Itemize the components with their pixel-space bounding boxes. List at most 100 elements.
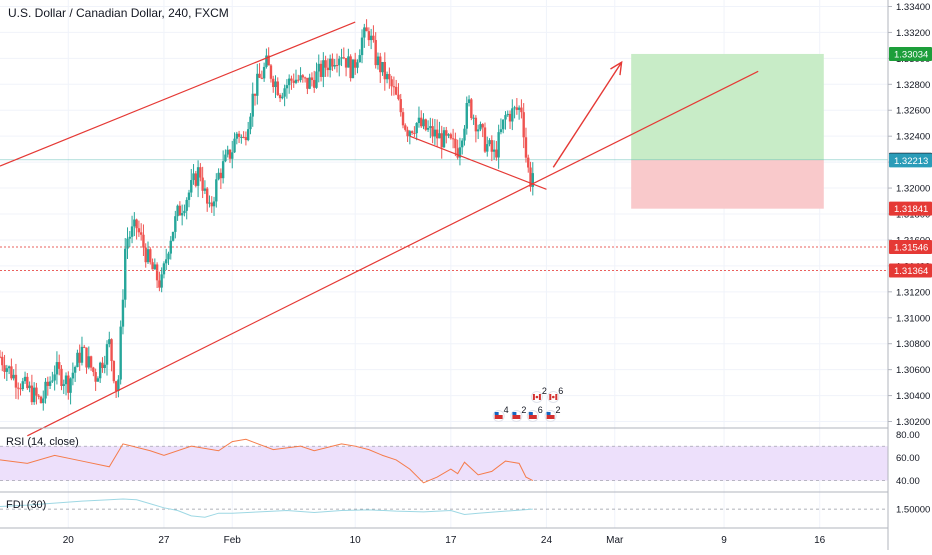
- candle[interactable]: [376, 56, 380, 66]
- price-label[interactable]: [889, 239, 932, 254]
- candle[interactable]: [276, 81, 279, 95]
- candle[interactable]: [333, 65, 336, 67]
- candle[interactable]: [253, 93, 257, 96]
- candle[interactable]: [105, 344, 109, 365]
- candle[interactable]: [133, 219, 136, 227]
- candle[interactable]: [231, 152, 234, 159]
- candle[interactable]: [126, 238, 129, 249]
- candle[interactable]: [445, 130, 448, 136]
- candle[interactable]: [326, 67, 330, 71]
- candle[interactable]: [62, 384, 65, 386]
- candle[interactable]: [142, 234, 145, 248]
- candle[interactable]: [527, 157, 530, 168]
- candle[interactable]: [187, 192, 191, 200]
- candle[interactable]: [415, 122, 418, 134]
- candle[interactable]: [149, 249, 152, 263]
- candle[interactable]: [306, 77, 309, 89]
- candle[interactable]: [495, 149, 498, 158]
- candle[interactable]: [392, 86, 396, 88]
- candle[interactable]: [313, 80, 316, 88]
- candle[interactable]: [155, 264, 159, 281]
- candle[interactable]: [504, 115, 507, 120]
- candle[interactable]: [190, 180, 193, 193]
- candle[interactable]: [522, 112, 525, 138]
- fdi-line[interactable]: [0, 498, 533, 518]
- candle[interactable]: [356, 62, 359, 68]
- candle[interactable]: [192, 173, 195, 181]
- candle[interactable]: [410, 131, 414, 134]
- candle[interactable]: [506, 113, 509, 116]
- candle[interactable]: [23, 376, 27, 382]
- candle[interactable]: [420, 117, 423, 127]
- candle[interactable]: [226, 149, 229, 155]
- candle[interactable]: [158, 280, 161, 288]
- candle[interactable]: [160, 274, 163, 288]
- candle[interactable]: [358, 55, 361, 63]
- candle[interactable]: [281, 96, 284, 99]
- candle[interactable]: [465, 102, 468, 129]
- candle[interactable]: [369, 35, 373, 41]
- candle[interactable]: [10, 366, 13, 379]
- candle[interactable]: [379, 56, 382, 73]
- candle[interactable]: [349, 56, 352, 79]
- candle[interactable]: [417, 117, 421, 123]
- candle[interactable]: [137, 228, 141, 233]
- candle[interactable]: [490, 140, 494, 152]
- candle[interactable]: [121, 299, 125, 327]
- candle[interactable]: [206, 188, 209, 204]
- candle[interactable]: [267, 55, 270, 66]
- candle[interactable]: [451, 138, 455, 140]
- candle[interactable]: [488, 140, 491, 145]
- candle[interactable]: [117, 379, 120, 391]
- candle[interactable]: [447, 134, 450, 136]
- candle[interactable]: [67, 375, 70, 393]
- candle[interactable]: [1, 356, 4, 366]
- candle[interactable]: [169, 240, 172, 254]
- candle[interactable]: [217, 172, 220, 180]
- candle[interactable]: [124, 248, 127, 300]
- candle[interactable]: [48, 381, 52, 386]
- channel-lower-line[interactable]: [27, 70, 759, 437]
- candle[interactable]: [130, 226, 134, 237]
- candle[interactable]: [481, 124, 484, 128]
- candle[interactable]: [249, 116, 252, 130]
- candle[interactable]: [51, 380, 54, 382]
- candle[interactable]: [17, 387, 20, 389]
- candle[interactable]: [194, 173, 198, 186]
- candle[interactable]: [201, 177, 204, 191]
- candle[interactable]: [278, 94, 282, 99]
- candle[interactable]: [26, 376, 29, 389]
- candle[interactable]: [114, 381, 118, 391]
- candle[interactable]: [347, 56, 350, 68]
- candle[interactable]: [399, 99, 402, 113]
- candle[interactable]: [524, 137, 528, 158]
- candle[interactable]: [331, 58, 334, 67]
- candle[interactable]: [85, 347, 88, 368]
- candle[interactable]: [119, 326, 122, 380]
- candle[interactable]: [449, 134, 453, 139]
- candle[interactable]: [180, 213, 184, 216]
- candle[interactable]: [215, 179, 218, 202]
- candle[interactable]: [39, 396, 43, 404]
- candle[interactable]: [128, 236, 131, 239]
- candle[interactable]: [394, 86, 398, 95]
- candle[interactable]: [283, 88, 286, 97]
- candle[interactable]: [262, 66, 266, 79]
- candle[interactable]: [0, 356, 2, 358]
- candle[interactable]: [274, 81, 277, 88]
- candle[interactable]: [294, 79, 298, 83]
- candle[interactable]: [183, 210, 186, 214]
- candle[interactable]: [101, 362, 104, 369]
- candle[interactable]: [431, 126, 434, 137]
- support-line[interactable]: [409, 135, 547, 190]
- candle[interactable]: [515, 107, 519, 110]
- candle[interactable]: [367, 31, 371, 41]
- profit-zone[interactable]: [631, 53, 824, 160]
- candle[interactable]: [470, 99, 473, 119]
- candle[interactable]: [87, 356, 90, 368]
- candle[interactable]: [94, 372, 97, 382]
- candle[interactable]: [35, 387, 38, 396]
- candle[interactable]: [440, 133, 443, 148]
- candle[interactable]: [474, 117, 478, 132]
- candle[interactable]: [153, 264, 157, 270]
